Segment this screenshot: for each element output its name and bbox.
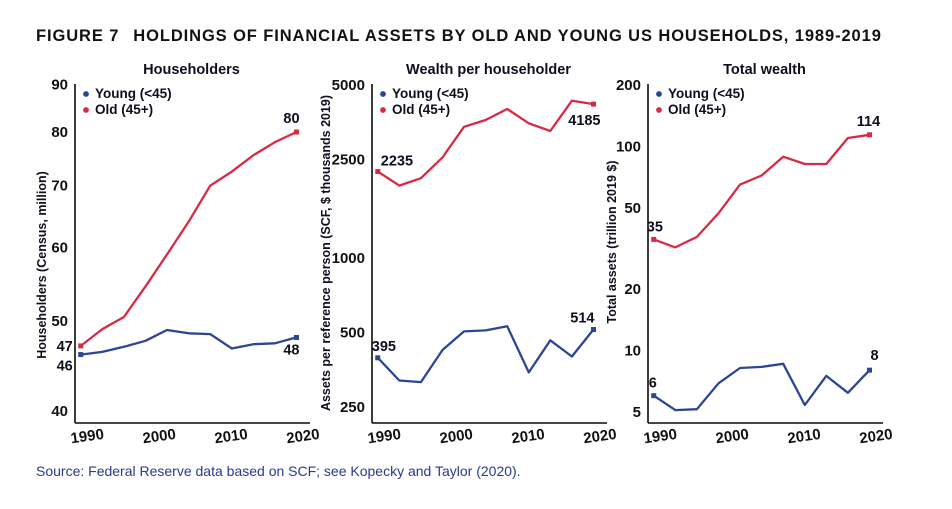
- chart-title: Wealth per householder: [406, 62, 571, 78]
- endpoint-marker-old-first: [78, 343, 84, 349]
- x-tick-label: 1990: [643, 426, 678, 447]
- legend-label-old: Old (45+): [668, 102, 726, 117]
- x-tick-label: 2000: [439, 426, 474, 447]
- x-tick-label: 1990: [70, 426, 105, 447]
- data-label-old-first: 35: [647, 219, 663, 235]
- y-tick-label: 40: [51, 403, 68, 420]
- data-label-young-first: 6: [649, 376, 657, 392]
- figure-title-text: HOLDINGS OF FINANCIAL ASSETS BY OLD AND …: [133, 27, 882, 45]
- x-tick-label: 2020: [858, 426, 893, 447]
- data-label-old-last: 4185: [568, 113, 600, 129]
- endpoint-marker-old-last: [590, 101, 596, 107]
- x-tick-label: 1990: [367, 426, 402, 447]
- legend-marker-old: [380, 107, 386, 113]
- endpoint-marker-young-first: [78, 352, 84, 358]
- data-label-old-first: 2235: [381, 154, 413, 170]
- y-tick-label: 70: [51, 178, 68, 195]
- y-tick-label: 90: [51, 77, 68, 94]
- data-label-young-last: 514: [570, 311, 594, 327]
- endpoint-marker-young-first: [651, 393, 657, 399]
- data-label-young-first: 46: [57, 359, 73, 375]
- data-label-young-first: 395: [372, 339, 396, 355]
- y-axis-title: Total assets (trillion 2019 $): [605, 160, 619, 323]
- y-tick-label: 200: [616, 77, 641, 94]
- y-tick-label: 50: [624, 200, 641, 217]
- legend-marker-young: [656, 91, 662, 97]
- y-tick-label: 20: [624, 281, 641, 298]
- endpoint-marker-young-last: [866, 367, 872, 373]
- endpoint-marker-young-last: [590, 327, 596, 333]
- line-young: [652, 362, 871, 412]
- x-tick-label: 2020: [285, 426, 320, 447]
- line-young: [79, 328, 298, 356]
- x-tick-label: 2000: [715, 426, 750, 447]
- legend-marker-young: [380, 91, 386, 97]
- endpoint-marker-young-last: [293, 334, 299, 340]
- line-old: [652, 133, 871, 249]
- legend-label-young: Young (<45): [95, 86, 172, 101]
- data-label-old-first: 47: [57, 339, 73, 355]
- y-tick-label: 5: [633, 404, 641, 421]
- line-old: [79, 130, 298, 348]
- chart-title: Householders: [143, 62, 240, 78]
- x-tick-label: 2020: [582, 426, 617, 447]
- legend-marker-old: [83, 107, 89, 113]
- y-tick-label: 500: [340, 324, 365, 341]
- figure-title: FIGURE 7 HOLDINGS OF FINANCIAL ASSETS BY …: [36, 27, 882, 46]
- x-tick-label: 2000: [142, 426, 177, 447]
- endpoint-marker-old-first: [375, 169, 381, 175]
- chart-title: Total wealth: [723, 62, 806, 78]
- data-label-old-last: 114: [857, 114, 880, 130]
- y-tick-label: 1000: [332, 250, 365, 267]
- endpoint-marker-old-first: [651, 236, 657, 242]
- y-tick-label: 100: [616, 138, 641, 155]
- y-tick-label: 50: [51, 313, 68, 330]
- legend-marker-old: [656, 107, 662, 113]
- y-tick-label: 80: [51, 124, 68, 141]
- x-tick-label: 2010: [786, 426, 821, 447]
- data-label-young-last: 48: [283, 342, 299, 358]
- endpoint-marker-young-first: [375, 355, 381, 361]
- source-note: Source: Federal Reserve data based on SC…: [36, 463, 521, 479]
- legend-marker-young: [83, 91, 89, 97]
- x-tick-label: 2010: [213, 426, 248, 447]
- legend-label-young: Young (<45): [668, 86, 745, 101]
- line-old: [376, 99, 595, 187]
- legend-label-old: Old (45+): [392, 102, 450, 117]
- data-label-young-last: 8: [870, 348, 878, 364]
- y-tick-label: 2500: [332, 151, 365, 168]
- endpoint-marker-old-last: [866, 132, 872, 138]
- x-tick-label: 2010: [510, 426, 545, 447]
- endpoint-marker-old-last: [293, 129, 299, 135]
- y-tick-label: 250: [340, 399, 365, 416]
- legend-label-young: Young (<45): [392, 86, 469, 101]
- y-tick-label: 60: [51, 240, 68, 257]
- y-axis-title: Assets per reference person (SCF, $ thou…: [319, 95, 333, 411]
- data-label-old-last: 80: [283, 111, 299, 127]
- line-young: [376, 325, 595, 384]
- legend-label-old: Old (45+): [95, 102, 153, 117]
- y-tick-label: 5000: [332, 77, 365, 94]
- y-tick-label: 10: [624, 342, 641, 359]
- y-axis-title: Householders (Census, million): [35, 171, 49, 359]
- figure-number: FIGURE 7: [36, 27, 120, 45]
